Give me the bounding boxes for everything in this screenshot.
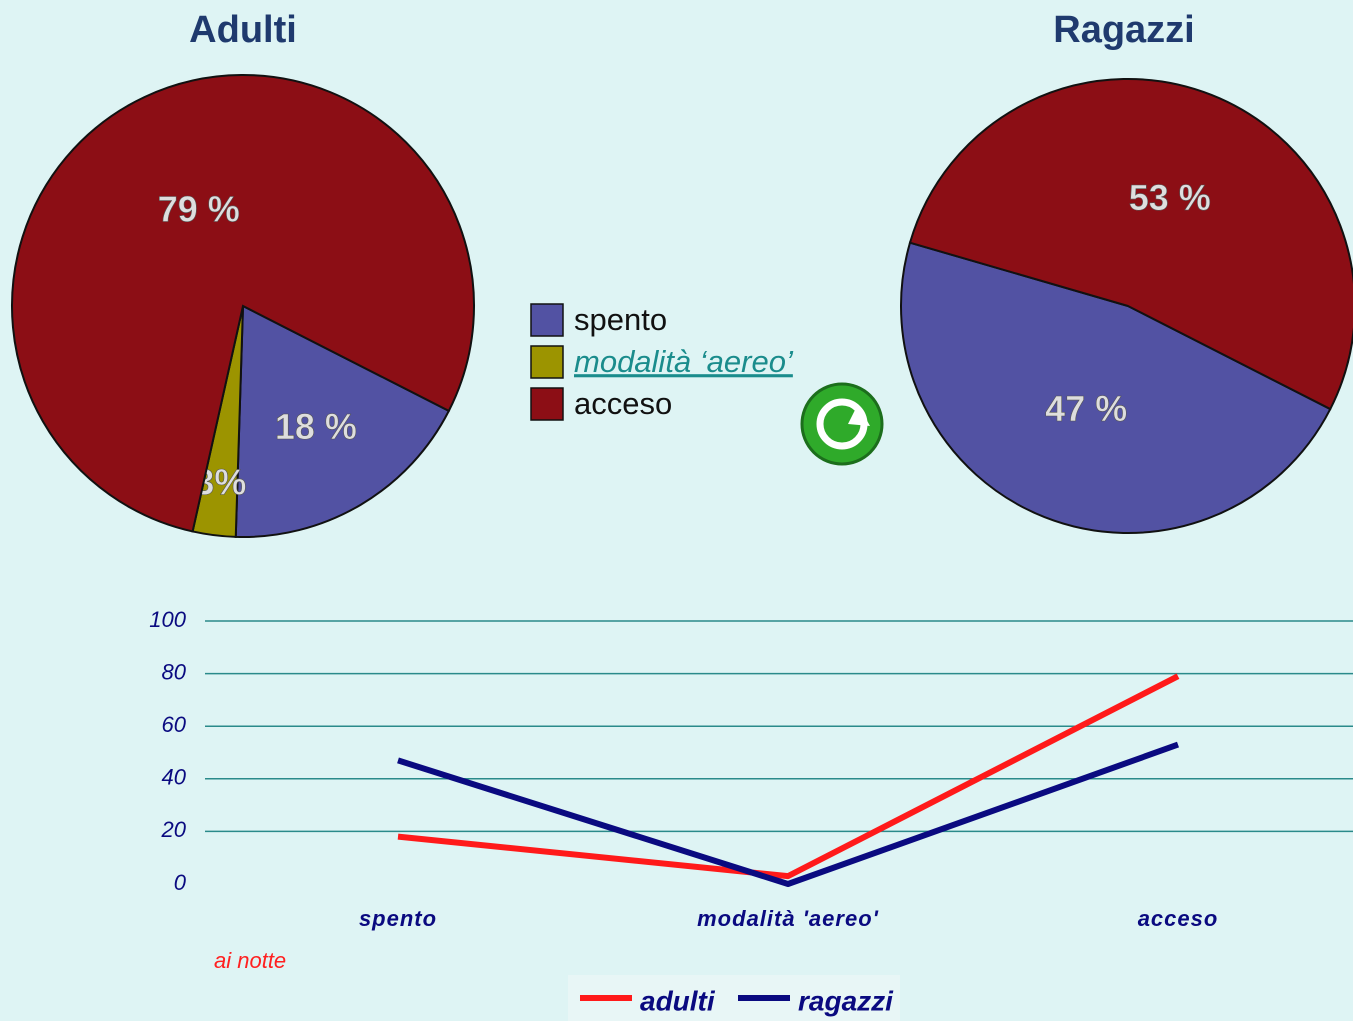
y-tick-label: 80 bbox=[162, 659, 187, 684]
pie-value-label: 47 % bbox=[1045, 388, 1127, 429]
y-tick-label: 60 bbox=[162, 712, 187, 737]
legend-label: spento bbox=[574, 302, 667, 337]
line-series bbox=[398, 676, 1178, 876]
x-tick-label: acceso bbox=[1138, 906, 1219, 931]
legend-label: acceso bbox=[574, 386, 672, 421]
legend-label: adulti bbox=[640, 985, 716, 1016]
pie-value-label: 18 % bbox=[275, 406, 357, 447]
legend-swatch bbox=[531, 304, 563, 336]
y-tick-label: 20 bbox=[161, 817, 187, 842]
legend-swatch bbox=[531, 346, 563, 378]
x-tick-label: spento bbox=[359, 906, 437, 931]
legend-label: ragazzi bbox=[798, 985, 894, 1016]
x-tick-label: modalità 'aereo' bbox=[697, 906, 879, 931]
y-tick-label: 100 bbox=[149, 607, 186, 632]
refresh-icon[interactable] bbox=[802, 384, 882, 464]
note: ai notte bbox=[214, 948, 286, 973]
legend-label: modalità ‘aereo’ bbox=[574, 344, 794, 379]
pie-value-label: 53 % bbox=[1129, 177, 1211, 218]
legend-swatch bbox=[531, 388, 563, 420]
line-series bbox=[398, 745, 1178, 884]
y-tick-label: 40 bbox=[162, 765, 187, 790]
pie-title: Adulti bbox=[189, 9, 297, 51]
y-tick-label: 0 bbox=[174, 870, 187, 895]
pie-value-label: 79 % bbox=[158, 188, 240, 229]
slide: Adulti18 %3%79 %spentomodalità ‘aereo’ac… bbox=[0, 0, 1353, 1021]
page: Adulti18 %3%79 %spentomodalità ‘aereo’ac… bbox=[0, 0, 1353, 1021]
pie-title: Ragazzi bbox=[1053, 9, 1194, 51]
